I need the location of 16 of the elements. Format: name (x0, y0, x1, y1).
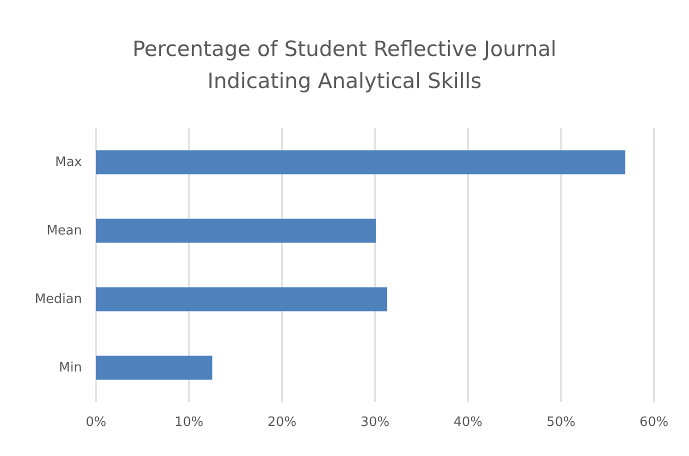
x-tick-label: 60% (640, 415, 668, 430)
y-tick-label: Min (58, 360, 82, 376)
x-tick-label: 40% (454, 415, 482, 430)
y-tick-label: Mean (46, 223, 82, 238)
x-tick-label: 50% (546, 415, 576, 430)
bar (96, 150, 626, 174)
x-tick-label: 0% (86, 415, 106, 430)
x-tick-label: 10% (174, 415, 204, 430)
x-tick-label: 30% (360, 415, 390, 430)
bar (96, 356, 212, 380)
chart-title: Percentage of Student Reflective Journal Indicating Analytical Skills (132, 37, 557, 93)
y-tick-label: Max (55, 154, 82, 170)
x-tick-label: 20% (268, 415, 296, 430)
bar (96, 218, 376, 243)
bar (96, 287, 388, 312)
y-tick-label: Median (34, 292, 82, 307)
